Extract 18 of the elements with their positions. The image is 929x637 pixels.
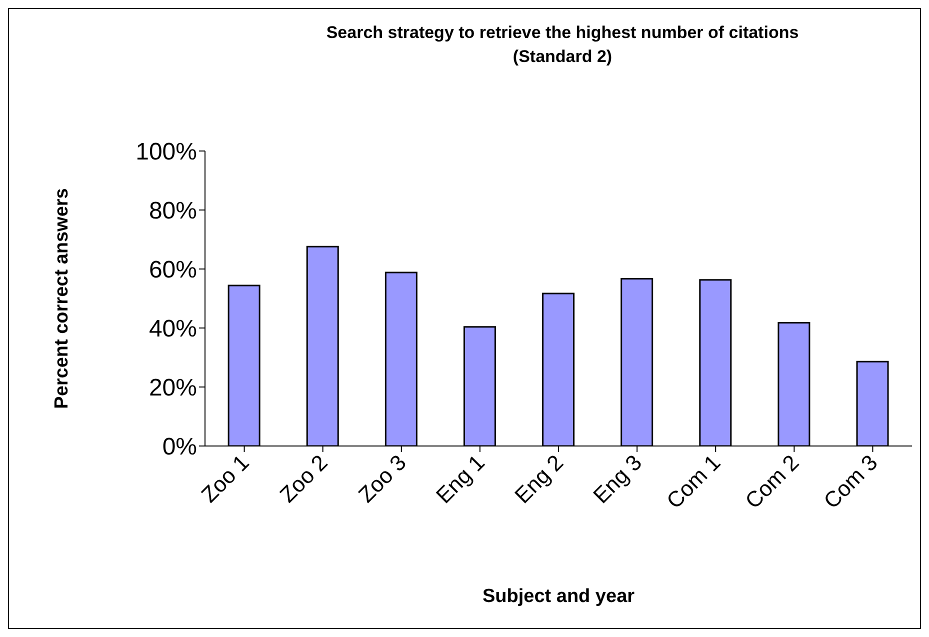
x-tick-label: Eng 3	[588, 450, 647, 508]
y-tick-label: 60%	[148, 256, 197, 284]
x-tick-label: Eng 2	[510, 450, 568, 508]
y-tick-label: 100%	[136, 138, 197, 166]
chart-title: Search strategy to retrieve the highest number of citations (Standard 2)	[325, 22, 800, 68]
x-tick-label: Com 3	[818, 450, 882, 514]
y-tick-label: 80%	[148, 198, 197, 225]
x-tick-label: Zoo 3	[353, 450, 411, 508]
y-tick-label: 20%	[148, 374, 197, 402]
x-tick-label: Eng 1	[431, 450, 490, 508]
y-tick-label: 40%	[148, 316, 197, 343]
x-tick-label: Zoo 1	[196, 450, 254, 508]
y-tick-label: 0%	[162, 434, 197, 461]
y-axis-title: Percent correct answers	[52, 188, 73, 409]
x-axis-title: Subject and year	[482, 586, 636, 607]
x-tick-label: Com 2	[740, 450, 804, 514]
x-tick-label: Com 1	[662, 450, 726, 514]
x-tick-label: Zoo 2	[274, 450, 332, 508]
